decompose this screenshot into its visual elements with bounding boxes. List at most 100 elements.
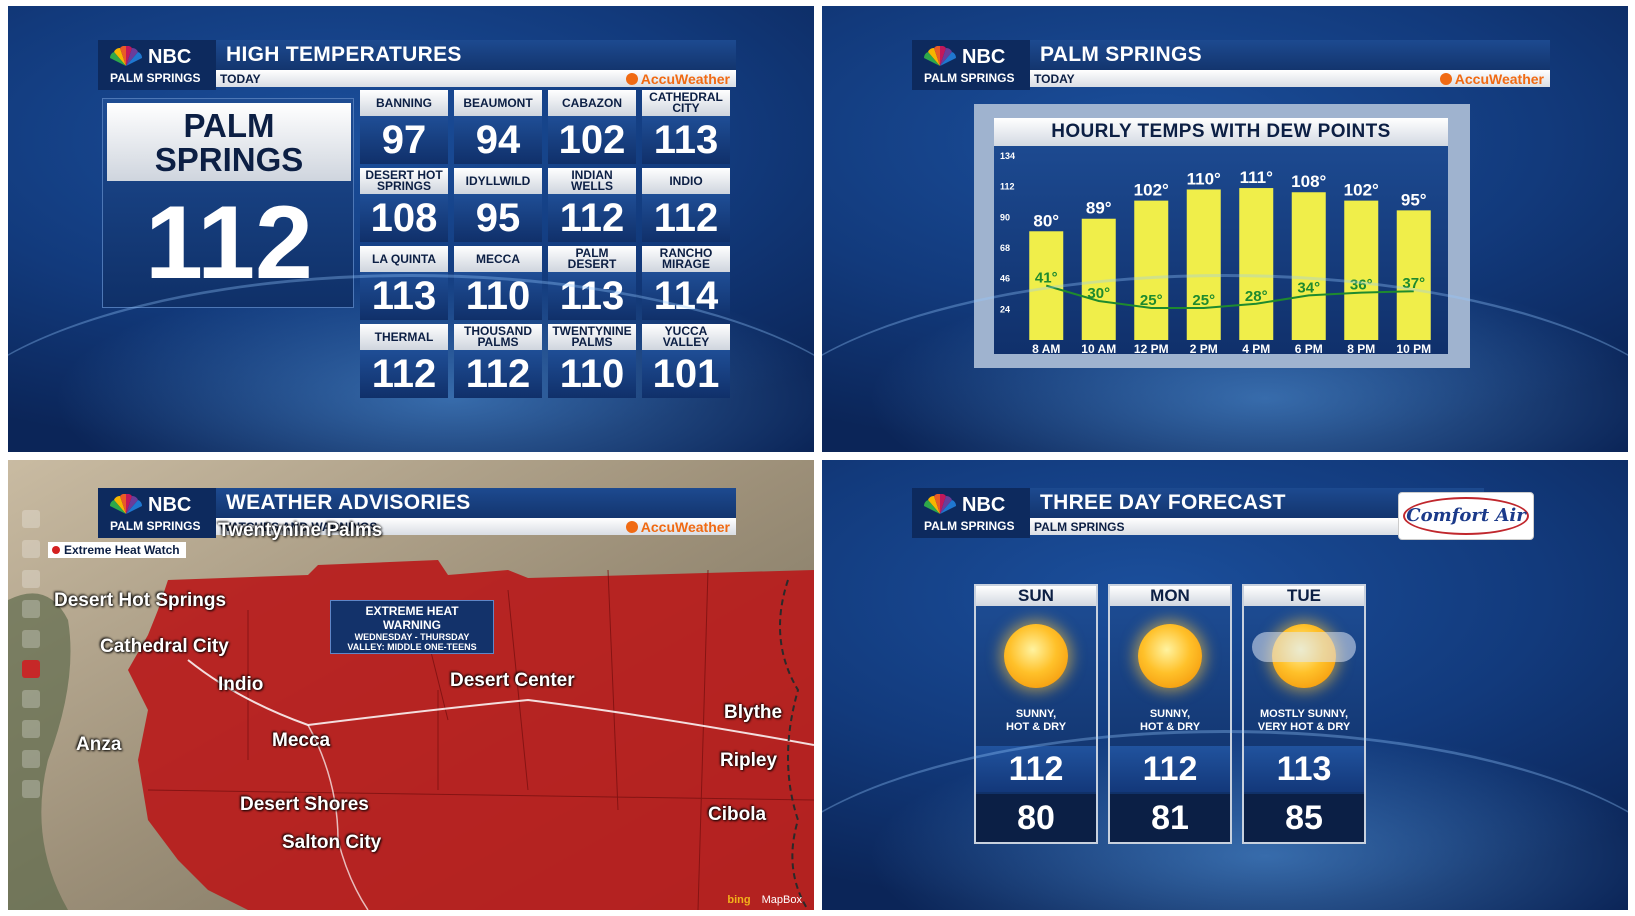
station-market: PALM SPRINGS: [924, 71, 1015, 85]
high-temperatures-panel: NBC PALM SPRINGS HIGH TEMPERATURES TODAY…: [8, 6, 814, 452]
city-name: INDIAN WELLS: [548, 168, 636, 194]
city-temp-cell: IDYLLWILD 95: [454, 168, 542, 242]
city-temp-cell: LA QUINTA 113: [360, 246, 448, 320]
city-temp-cell: DESERT HOT SPRINGS 108: [360, 168, 448, 242]
city-name: BANNING: [360, 90, 448, 116]
network-name: NBC: [962, 494, 1006, 516]
featured-city-card: PALM SPRINGS 112: [102, 98, 354, 308]
map-tool-icon[interactable]: [22, 540, 40, 558]
condition-line-1: SUNNY,: [1015, 708, 1057, 720]
hourly-chart-frame: HOURLY TEMPS WITH DEW POINTS 134 112 90 68 4…: [974, 104, 1470, 368]
map-tool-icon[interactable]: [22, 750, 40, 768]
city-name: BEAUMONT: [454, 90, 542, 116]
high-temp: 112: [1110, 746, 1230, 792]
map-tool-icon[interactable]: [22, 600, 40, 618]
dew-point-label: 25°: [1192, 292, 1215, 309]
panel-subtitle: TODAY AccuWeather: [1030, 70, 1550, 87]
x-tick-label: 8 AM: [1032, 342, 1060, 354]
city-name: CABAZON: [548, 90, 636, 116]
nbc-logo: NBC PALM SPRINGS: [912, 40, 1030, 90]
x-tick-label: 12 PM: [1134, 342, 1169, 354]
map-tool-icon[interactable]: [22, 660, 40, 678]
map-place-label: Anza: [76, 734, 122, 755]
city-temp: 112: [642, 194, 730, 242]
sponsor-name: Comfort Air: [1406, 505, 1526, 526]
warning-region: [128, 560, 814, 910]
city-temp-cell: BEAUMONT 94: [454, 90, 542, 164]
city-name: DESERT HOT SPRINGS: [360, 168, 448, 194]
three-day-forecast-panel: NBC PALM SPRINGS THREE DAY FORECAST PALM…: [822, 460, 1628, 910]
city-temp-cell: TWENTYNINE PALMS 110: [548, 324, 636, 398]
temp-label: 111°: [1240, 168, 1273, 187]
high-temp: 113: [1244, 746, 1364, 792]
city-temp-cell: MECCA 110: [454, 246, 542, 320]
map-place-label: Mecca: [272, 730, 331, 751]
dew-point-label: 34°: [1297, 279, 1320, 296]
map-place-label: Ripley: [720, 750, 778, 771]
temp-bar: [1029, 231, 1064, 340]
x-tick-label: 10 PM: [1396, 342, 1431, 354]
x-tick-label: 6 PM: [1295, 342, 1323, 354]
day-name: MON: [1110, 586, 1230, 606]
panel-title: WEATHER ADVISORIES: [216, 488, 736, 518]
city-name: TWENTYNINE PALMS: [548, 324, 636, 350]
map-tool-icon[interactable]: [22, 780, 40, 798]
sun-icon: [1138, 624, 1202, 688]
high-temp: 112: [976, 746, 1096, 792]
temp-bar: [1134, 200, 1169, 340]
panel-subtitle: TODAY AccuWeather: [216, 70, 736, 87]
peacock-icon: [109, 46, 143, 66]
chart-title: HOURLY TEMPS WITH DEW POINTS: [994, 118, 1448, 146]
dew-point-label: 30°: [1087, 285, 1110, 302]
city-name: THERMAL: [360, 324, 448, 350]
subtitle-text: TODAY: [220, 72, 261, 86]
city-temp: 102: [548, 116, 636, 164]
panel-header: NBC PALM SPRINGS WEATHER ADVISORIES WATC…: [98, 488, 736, 538]
temp-bar: [1344, 200, 1379, 340]
city-name: PALM DESERT: [548, 246, 636, 272]
city-temp-cell: THOUSAND PALMS 112: [454, 324, 542, 398]
hourly-temps-panel: NBC PALM SPRINGS PALM SPRINGS TODAY Accu…: [822, 6, 1628, 452]
map-tool-icon[interactable]: [22, 570, 40, 588]
temp-label: 80°: [1033, 211, 1059, 230]
city-name: THOUSAND PALMS: [454, 324, 542, 350]
city-temp: 113: [642, 116, 730, 164]
city-temp-cell: THERMAL 112: [360, 324, 448, 398]
map-place-label: Blythe: [724, 702, 783, 723]
subtitle-text: TODAY: [1034, 72, 1075, 86]
map-place-label: Twentynine Palms: [218, 520, 383, 541]
temp-label: 95°: [1401, 190, 1427, 209]
featured-city-name: PALM SPRINGS: [107, 103, 351, 181]
dew-point-line: [1045, 284, 1414, 309]
map-place-label: Desert Center: [450, 670, 575, 691]
map-tool-icon[interactable]: [22, 690, 40, 708]
temp-bar: [1081, 218, 1116, 340]
bing-logo: bing: [727, 894, 751, 906]
condition-text: MOSTLY SUNNY, VERY HOT & DRY: [1244, 708, 1364, 734]
dew-point-label: 41°: [1035, 270, 1058, 287]
nbc-logo: NBC PALM SPRINGS: [98, 488, 216, 538]
warning-line-4: VALLEY: MIDDLE ONE-TEENS: [347, 642, 477, 652]
accuweather-logo: AccuWeather: [625, 71, 730, 87]
cloud-icon: [1252, 632, 1356, 662]
city-temp-cell: INDIAN WELLS 112: [548, 168, 636, 242]
accuweather-logo: AccuWeather: [1439, 71, 1544, 87]
network-name: NBC: [148, 46, 192, 68]
city-name: MECCA: [454, 246, 542, 272]
temp-label: 110°: [1187, 169, 1221, 188]
panel-subtitle: PALM SPRINGS: [1030, 518, 1484, 535]
city-temp: 97: [360, 116, 448, 164]
city-temp: 110: [454, 272, 542, 320]
map-tool-icon[interactable]: [22, 510, 40, 528]
map-credits: bing MapBox: [727, 894, 802, 906]
featured-city-temp: 112: [145, 185, 313, 301]
city-temp: 94: [454, 116, 542, 164]
temp-label: 102°: [1344, 181, 1379, 200]
map-tool-icon[interactable]: [22, 630, 40, 648]
map-tool-icon[interactable]: [22, 720, 40, 738]
peacock-icon: [109, 494, 143, 514]
station-market: PALM SPRINGS: [924, 519, 1015, 533]
city-temp: 108: [360, 194, 448, 242]
y-tick-label: 112: [1000, 182, 1015, 192]
map-place-label: Salton City: [282, 832, 382, 853]
